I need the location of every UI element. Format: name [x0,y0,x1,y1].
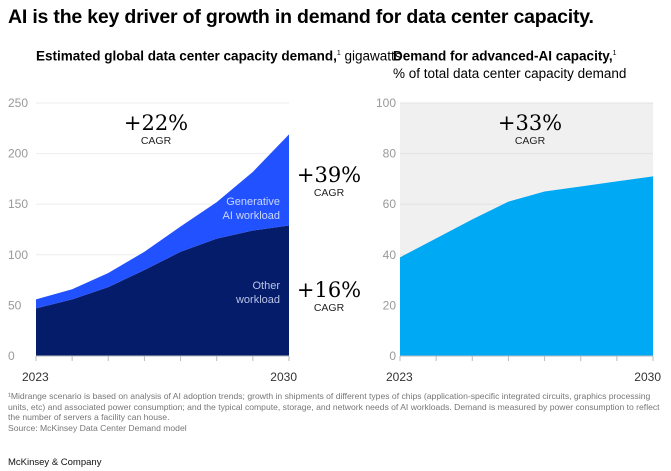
y-tick-label: 200 [8,147,28,161]
right-cagr-label: CAGR [515,135,546,147]
x-tick-label-start: 2023 [386,370,413,384]
footnote: ¹Midrange scenario is based on analysis … [8,391,660,422]
left-subtitle-bold: Estimated global data center capacity de… [36,48,337,64]
y-tick-label: 50 [8,298,22,312]
y-tick-label: 100 [8,248,28,262]
x-tick-label-end: 2030 [270,370,297,384]
y-tick-label: 0 [8,349,15,363]
page-title: AI is the key driver of growth in demand… [8,6,594,28]
area-series-0 [400,176,653,356]
right-chart: 0 20 40 60 80 100 2023 2030 [376,96,661,384]
footnote-block: ¹Midrange scenario is based on analysis … [8,391,663,433]
other-series-label: workload [235,294,280,306]
left-total-cagr-label: CAGR [141,135,172,147]
genai-series-label: AI workload [223,210,280,222]
area-series-0 [36,225,289,356]
genai-cagr-label: CAGR [314,187,345,199]
y-tick-label: 60 [383,197,397,211]
y-tick-label: 100 [376,96,396,110]
x-tick-label-end: 2030 [634,370,661,384]
right-subtitle-bold: Demand for advanced-AI capacity, [393,48,613,64]
y-tick-label: 0 [389,349,396,363]
left-subtitle-unit: gigawatts [344,48,402,64]
footnote-marker: 1 [612,50,617,57]
right-chart-subtitle: Demand for advanced-AI capacity,1 % of t… [393,45,626,82]
area-series-1 [36,134,289,309]
genai-cagr-value: +39% [297,163,361,187]
y-tick-label: 150 [8,197,28,211]
y-tick-label: 20 [383,298,397,312]
right-cagr-value: +33% [498,111,562,135]
y-tick-label: 40 [383,248,397,262]
annotations: +22% CAGR +39% CAGR +16% CAGR +33% CAGR [124,111,562,314]
left-chart: 0 50 100 150 200 250 2023 2030 Generative AI work… [8,96,297,384]
left-chart-subtitle: Estimated global data center capacity de… [36,45,402,65]
brand-logo: McKinsey & Company [8,457,102,468]
genai-series-label: Generative [226,196,280,208]
x-tick-label-start: 2023 [22,370,49,384]
other-cagr-value: +16% [297,278,361,302]
other-series-label: Other [252,280,280,292]
source: Source: McKinsey Data Center Demand mode… [8,422,187,433]
y-tick-label: 80 [383,147,397,161]
other-cagr-label: CAGR [314,302,345,314]
right-subtitle-unit: % of total data center capacity demand [393,65,627,81]
y-tick-label: 250 [8,96,28,110]
footnote-marker: 1 [336,50,341,57]
left-total-cagr-value: +22% [124,111,188,135]
